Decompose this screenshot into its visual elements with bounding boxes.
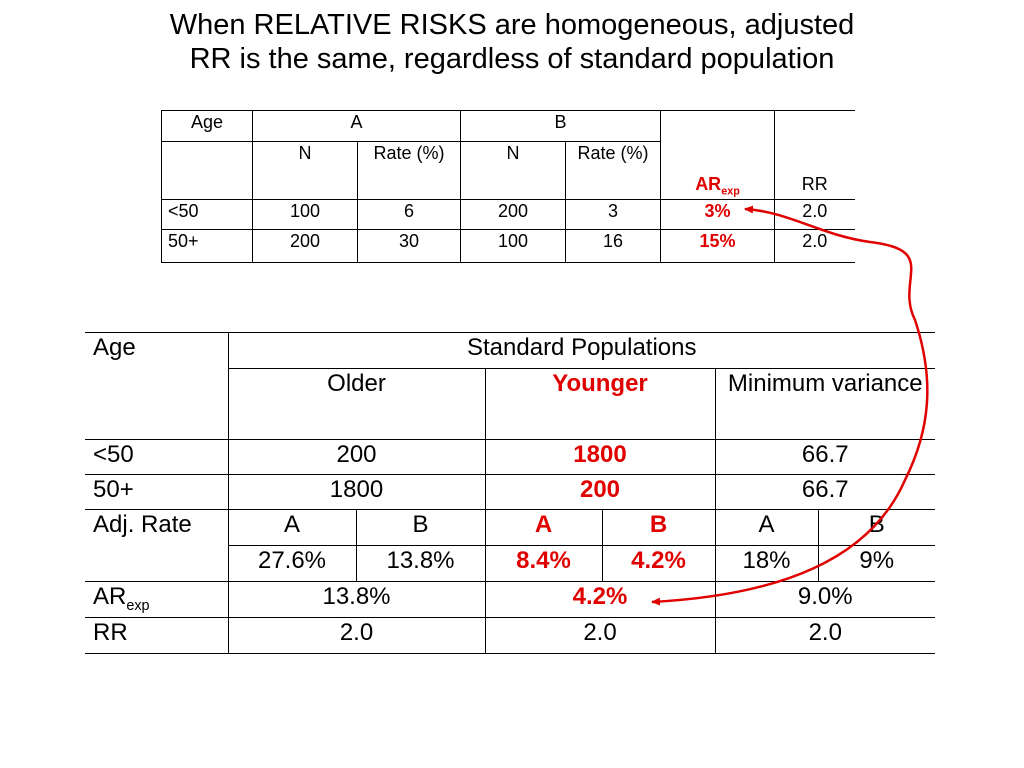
- header-rate-a: Rate (%): [357, 141, 461, 200]
- row-label: <50: [85, 439, 229, 475]
- adj-col-b: B: [817, 509, 935, 546]
- ar-value: 4.2%: [484, 581, 716, 618]
- header-group-a: A: [252, 110, 461, 142]
- row-n-a: 200: [252, 229, 358, 263]
- adj-col-a: A: [484, 509, 603, 546]
- header-age: Age: [85, 332, 229, 440]
- stratum-table: Age A B ARexp RR N Rate (%) N Rate (%) <…: [161, 110, 855, 263]
- rr-value: 2.0: [484, 617, 716, 654]
- ar-sub: exp: [721, 185, 740, 198]
- header-younger: Younger: [484, 368, 716, 440]
- ar-value: 13.8%: [227, 581, 486, 618]
- row-age: <50: [161, 199, 253, 230]
- ar-label: AR: [93, 583, 127, 610]
- row-label-adj-rate: Adj. Rate: [85, 509, 229, 582]
- adj-value: 4.2%: [601, 545, 716, 582]
- adj-col-a: A: [227, 509, 357, 546]
- adj-value: 27.6%: [227, 545, 357, 582]
- adj-col-b: B: [355, 509, 486, 546]
- cell-younger: 1800: [484, 439, 716, 475]
- row-rate-b: 3: [565, 199, 661, 230]
- ar-label: AR: [695, 174, 722, 194]
- standard-population-table: Age Standard Populations Older Younger M…: [85, 332, 935, 654]
- adj-col-b: B: [601, 509, 716, 546]
- rr-value: 2.0: [227, 617, 486, 654]
- row-rr: 2.0: [774, 229, 855, 263]
- header-rr: RR: [774, 110, 855, 200]
- table-row: 50+ 1800 200 66.7: [85, 474, 935, 510]
- table-row: <50 100 6 200 3 3% 2.0: [161, 199, 855, 230]
- header-n-b: N: [460, 141, 566, 200]
- cell-younger: 200: [484, 474, 716, 510]
- row-ar: 15%: [660, 229, 775, 263]
- ar-value: 9.0%: [714, 581, 935, 618]
- ar-sub: exp: [126, 597, 150, 614]
- cell-older: 200: [227, 439, 486, 475]
- header-minimum-variance: Minimum variance: [714, 368, 935, 440]
- row-age: 50+: [161, 229, 253, 263]
- row-n-b: 100: [460, 229, 566, 263]
- adj-col-a: A: [714, 509, 819, 546]
- row-label-ar-exp: ARexp: [85, 581, 229, 618]
- title-line-2: RR is the same, regardless of standard p…: [189, 43, 835, 75]
- table-row: ARexp 13.8% 4.2% 9.0%: [85, 581, 935, 618]
- cell-older: 1800: [227, 474, 486, 510]
- header-group-b: B: [460, 110, 661, 142]
- row-rate-a: 30: [357, 229, 461, 263]
- adj-value: 13.8%: [355, 545, 486, 582]
- slide-title: When RELATIVE RISKS are homogeneous, adj…: [0, 8, 1024, 76]
- header-standard-populations: Standard Populations: [227, 332, 935, 369]
- row-rate-a: 6: [357, 199, 461, 230]
- row-label: 50+: [85, 474, 229, 510]
- rr-value: 2.0: [714, 617, 935, 654]
- header-ar-exp: ARexp: [660, 110, 775, 200]
- table-row: RR 2.0 2.0 2.0: [85, 617, 935, 654]
- row-n-a: 100: [252, 199, 358, 230]
- header-empty: [161, 141, 253, 200]
- row-label-rr: RR: [85, 617, 229, 654]
- header-older: Older: [227, 368, 486, 440]
- table-row: Adj. Rate A B A B A B: [85, 509, 935, 582]
- title-line-1: When RELATIVE RISKS are homogeneous, adj…: [169, 9, 855, 41]
- cell-minvar: 66.7: [714, 439, 935, 475]
- header-n-a: N: [252, 141, 358, 200]
- adj-value: 9%: [817, 545, 935, 582]
- adj-value: 18%: [714, 545, 819, 582]
- row-n-b: 200: [460, 199, 566, 230]
- row-ar: 3%: [660, 199, 775, 230]
- row-rr: 2.0: [774, 199, 855, 230]
- row-rate-b: 16: [565, 229, 661, 263]
- header-age: Age: [161, 110, 253, 142]
- header-rate-b: Rate (%): [565, 141, 661, 200]
- adj-value: 8.4%: [484, 545, 603, 582]
- cell-minvar: 66.7: [714, 474, 935, 510]
- table-row: <50 200 1800 66.7: [85, 439, 935, 475]
- table-row: 50+ 200 30 100 16 15% 2.0: [161, 229, 855, 263]
